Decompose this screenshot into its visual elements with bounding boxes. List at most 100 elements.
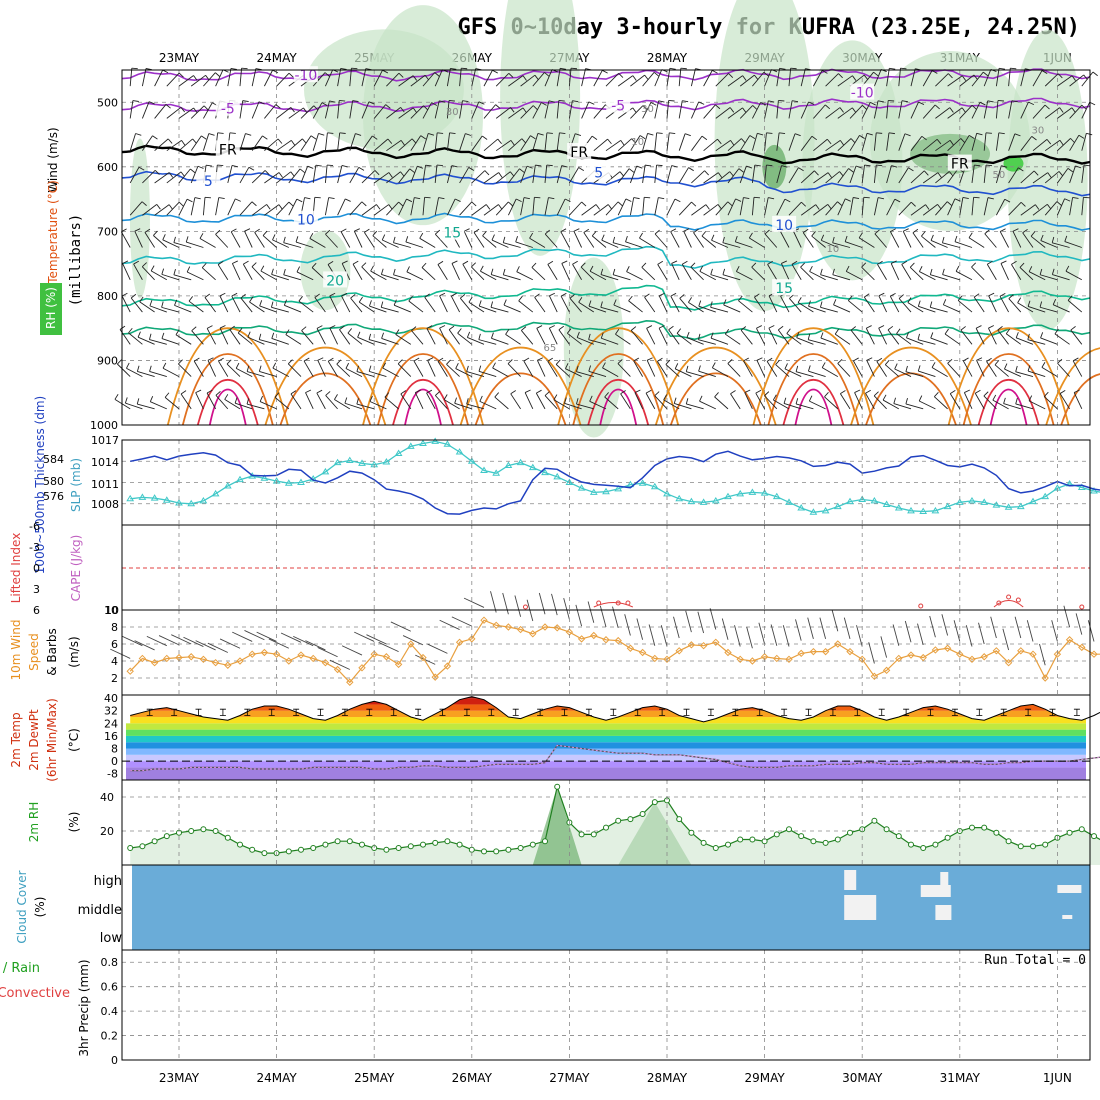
wind-barb — [534, 293, 540, 298]
y-tick-slp: 1011 — [91, 478, 119, 491]
wind-barb — [149, 371, 167, 378]
wind-barb — [886, 68, 890, 87]
ylabel-wind: Wind (m/s) — [46, 127, 60, 192]
surface-wind-barb — [1087, 620, 1095, 642]
ylabel-cape: CAPE (J/kg) — [69, 535, 83, 602]
wind-barb — [510, 107, 515, 113]
wind-barb — [656, 164, 663, 167]
wind-barb — [703, 104, 716, 119]
wind-barb — [285, 334, 302, 345]
temp-band — [126, 742, 1086, 749]
wind-barb — [1020, 204, 1036, 216]
wind-barb — [288, 138, 303, 152]
wind-barb — [153, 235, 168, 248]
wind-barb — [483, 172, 499, 184]
wind-barb — [235, 198, 241, 202]
wind-barb — [767, 260, 773, 265]
wind-barb — [583, 232, 595, 248]
wind-barb — [1028, 266, 1033, 272]
wind-barb — [468, 301, 485, 313]
minmax-bar — [1000, 708, 1007, 716]
surface-wind-barb — [795, 619, 802, 641]
wind-barb — [795, 398, 799, 405]
rh-label: 10 — [827, 244, 840, 255]
wind-barb — [896, 333, 912, 345]
warm-contour — [208, 388, 247, 426]
wind-barb — [549, 292, 555, 297]
wind-barb — [573, 231, 583, 248]
slp-point — [138, 493, 147, 500]
wind-barb — [1069, 197, 1074, 216]
wind-barb — [219, 327, 229, 345]
wind-barb — [918, 370, 936, 378]
wind-barb — [386, 107, 401, 119]
wind-barb — [639, 237, 656, 248]
wind-barb — [468, 167, 475, 171]
wind-barb — [339, 325, 345, 330]
wind-barb — [229, 329, 241, 345]
wind-barb — [686, 331, 690, 338]
wind-speed-point — [199, 655, 208, 664]
slp-point — [443, 440, 452, 447]
rh-point — [822, 839, 829, 846]
rh-shading — [1007, 29, 1088, 330]
wind-barb — [411, 326, 417, 331]
wind-barb — [141, 68, 147, 87]
wind-barb — [861, 102, 871, 119]
wind-barb — [437, 357, 444, 362]
minmax-bar — [707, 708, 714, 716]
wind-barb — [654, 132, 658, 151]
surface-wind-barb — [171, 634, 192, 645]
wind-barb — [800, 204, 817, 216]
wind-barb — [190, 105, 205, 119]
wind-barb — [125, 402, 143, 410]
wind-barb — [725, 333, 741, 345]
wind-barb — [180, 393, 192, 410]
wind-barb — [479, 305, 497, 313]
wind-barb — [244, 228, 251, 232]
wind-barb — [959, 104, 973, 119]
wind-barb — [1032, 172, 1048, 184]
wind-barb — [1067, 300, 1083, 313]
wind-barb — [457, 328, 462, 334]
wind-barb — [678, 201, 692, 216]
warm-contour — [572, 353, 665, 426]
wind-barb — [1000, 263, 1010, 280]
wind-barb — [1044, 139, 1061, 152]
wind-barb — [341, 260, 348, 264]
wind-barb — [983, 100, 989, 119]
wind-barb — [961, 107, 967, 113]
wind-barb — [777, 329, 790, 345]
wind-barb — [154, 104, 167, 119]
contour-label: FR — [570, 145, 588, 161]
wind-barb — [743, 357, 750, 362]
surface-wind-barb — [697, 611, 705, 634]
wind-barb — [670, 295, 680, 313]
wind-barb — [434, 100, 440, 119]
wind-barb — [382, 362, 387, 369]
wind-barb — [262, 235, 277, 248]
wind-barb — [930, 240, 948, 248]
wind-barb — [825, 139, 841, 152]
wind-barb — [408, 300, 424, 313]
wind-barb — [704, 170, 709, 176]
rh-point — [712, 845, 719, 851]
wind-barb — [272, 239, 289, 248]
cloud-block — [935, 905, 952, 920]
wind-barb — [808, 365, 811, 372]
surface-wind-barb — [341, 645, 363, 656]
wind-barb — [382, 69, 389, 74]
wind-barb — [419, 232, 424, 239]
rh-point — [993, 829, 1000, 836]
wind-barb — [1030, 235, 1046, 248]
slp-point — [907, 506, 915, 514]
wind-barb — [847, 295, 853, 301]
wind-barb — [434, 197, 439, 216]
wind-barb — [644, 74, 649, 81]
wind-barb — [329, 295, 339, 313]
warm-contour — [599, 388, 638, 426]
wind-barb — [457, 332, 473, 345]
wind-speed-point — [602, 636, 610, 644]
wind-speed-point — [236, 657, 244, 665]
wind-barb — [520, 135, 531, 151]
